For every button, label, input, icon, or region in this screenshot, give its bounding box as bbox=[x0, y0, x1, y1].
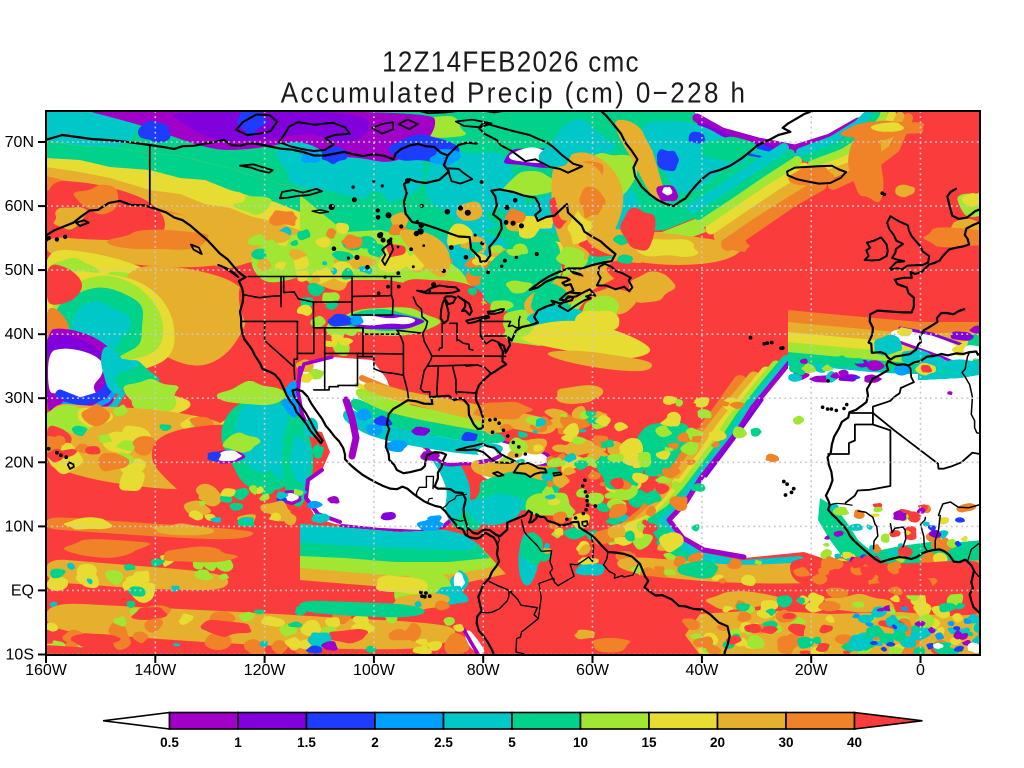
svg-text:2.5: 2.5 bbox=[434, 735, 453, 750]
svg-text:40: 40 bbox=[847, 735, 862, 750]
svg-text:140W: 140W bbox=[134, 662, 177, 679]
svg-text:0.5: 0.5 bbox=[160, 735, 179, 750]
svg-text:60W: 60W bbox=[576, 662, 610, 679]
svg-text:40N: 40N bbox=[5, 326, 34, 343]
svg-text:5: 5 bbox=[508, 735, 516, 750]
svg-text:15: 15 bbox=[641, 735, 657, 750]
svg-text:50N: 50N bbox=[5, 262, 34, 279]
svg-text:40W: 40W bbox=[685, 662, 719, 679]
svg-text:1: 1 bbox=[234, 735, 242, 750]
svg-text:EQ: EQ bbox=[11, 582, 34, 599]
svg-text:20W: 20W bbox=[795, 662, 829, 679]
svg-text:20: 20 bbox=[710, 735, 725, 750]
svg-text:70N: 70N bbox=[5, 134, 34, 151]
svg-text:10N: 10N bbox=[5, 518, 34, 535]
svg-text:160W: 160W bbox=[25, 662, 68, 679]
svg-text:2: 2 bbox=[371, 735, 379, 750]
svg-text:1.5: 1.5 bbox=[297, 735, 316, 750]
svg-text:10: 10 bbox=[573, 735, 588, 750]
svg-text:120W: 120W bbox=[244, 662, 287, 679]
svg-text:0: 0 bbox=[916, 662, 925, 679]
svg-text:20N: 20N bbox=[5, 454, 34, 471]
svg-text:80W: 80W bbox=[467, 662, 501, 679]
svg-text:10S: 10S bbox=[6, 647, 34, 664]
svg-text:100W: 100W bbox=[353, 662, 396, 679]
svg-text:60N: 60N bbox=[5, 198, 34, 215]
svg-text:Accumulated Precip (cm) 0−228: Accumulated Precip (cm) 0−228 h bbox=[281, 76, 748, 109]
svg-text:30N: 30N bbox=[5, 390, 34, 407]
svg-text:12Z14FEB2026 cmc: 12Z14FEB2026 cmc bbox=[382, 45, 640, 78]
svg-text:30: 30 bbox=[778, 735, 793, 750]
